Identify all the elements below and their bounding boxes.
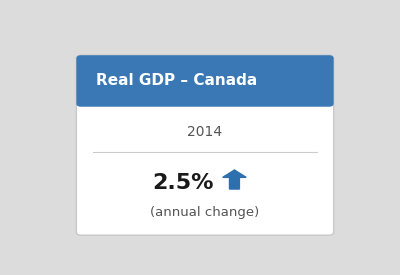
FancyBboxPatch shape bbox=[76, 55, 334, 107]
FancyBboxPatch shape bbox=[76, 55, 334, 235]
Polygon shape bbox=[223, 170, 246, 189]
Bar bbox=[81, 83, 329, 104]
Text: 2014: 2014 bbox=[188, 125, 222, 139]
Text: (annual change): (annual change) bbox=[150, 206, 260, 219]
Text: Real GDP – Canada: Real GDP – Canada bbox=[96, 73, 258, 89]
Text: 2.5%: 2.5% bbox=[152, 173, 214, 193]
